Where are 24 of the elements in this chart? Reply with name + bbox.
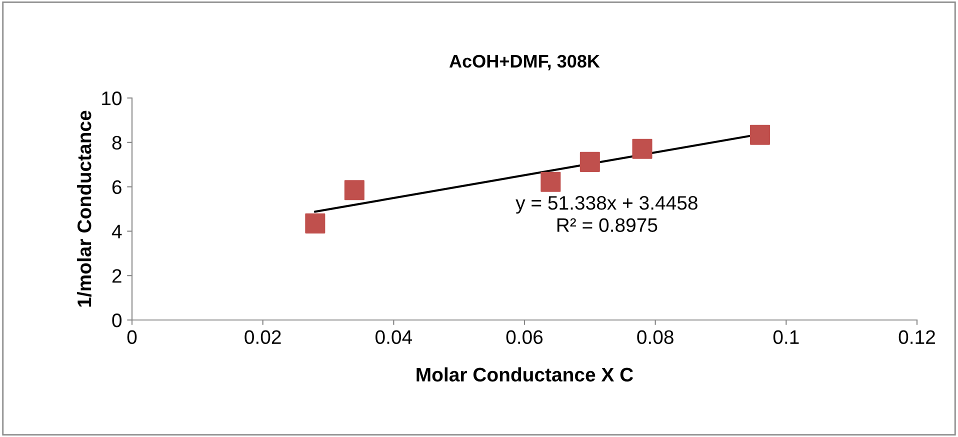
x-tick-label: 0: [127, 330, 137, 344]
y-tick-label: 2: [112, 269, 122, 283]
annotation: R² = 0.8975: [557, 218, 658, 232]
y-tick-label: 0: [112, 313, 122, 328]
point: [344, 180, 364, 200]
x-tick-label: 0.06: [506, 330, 543, 344]
y-tick-label: 6: [112, 180, 122, 194]
point: [540, 172, 561, 192]
point: [305, 213, 326, 234]
y-tick-label: 10: [102, 91, 122, 106]
annotation: y = 51.338x + 3.4458: [516, 196, 698, 214]
x-tick-label: 0.08: [637, 330, 674, 344]
x-tick-label: 0.02: [244, 330, 281, 344]
chart-title: AcOH+DMF, 308K: [449, 54, 600, 70]
y-axis-title: 1/molar Conductance: [76, 110, 92, 307]
point: [580, 152, 600, 172]
point: [632, 138, 652, 159]
x-tick-label: 0.04: [376, 330, 412, 344]
x-tick-label: 0.1: [773, 330, 799, 344]
y-tick-label: 8: [112, 136, 122, 150]
y-tick-label: 4: [112, 224, 122, 238]
x-axis-title: Molar Conductance X C: [416, 367, 634, 382]
point: [750, 124, 770, 145]
x-tick-label: 0.12: [898, 330, 935, 344]
